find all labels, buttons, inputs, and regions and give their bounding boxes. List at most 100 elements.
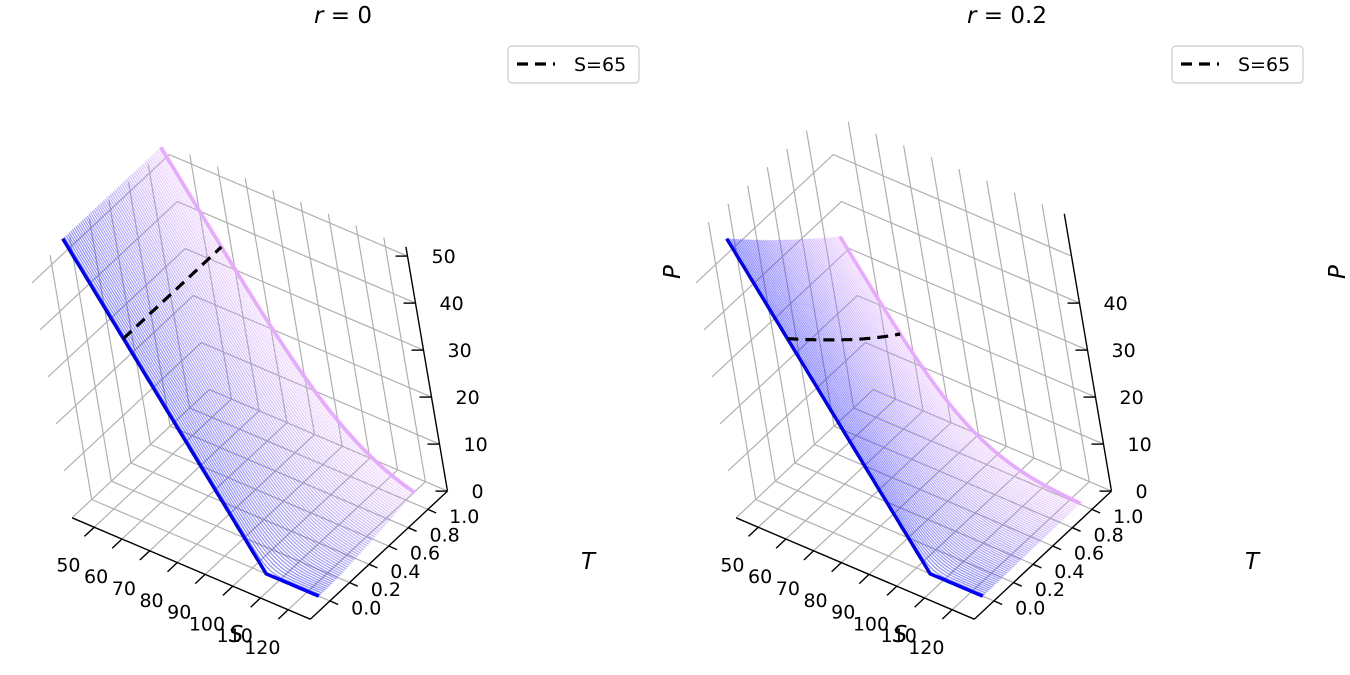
surface-line (790, 239, 1039, 544)
x-tick-label: 60 (748, 566, 772, 588)
surface-line (106, 197, 363, 552)
surface-line (766, 239, 1018, 565)
surface-line (760, 239, 1013, 569)
surface-line (779, 239, 1029, 554)
surface-line (816, 238, 1062, 523)
z-tick-label: 20 (1120, 387, 1144, 409)
chart-panel-right: r = 0.2 50607080901001101200.00.20.40.60… (695, 3, 1350, 659)
surface-line (124, 180, 381, 533)
payoff-line (725, 237, 984, 598)
surface-line (88, 213, 345, 572)
surface-line (65, 235, 323, 594)
surface-line (117, 186, 374, 540)
surface-line (828, 237, 1072, 514)
surface-line (143, 162, 400, 511)
surface-line (120, 183, 377, 536)
z-tick-label: 20 (456, 387, 480, 409)
surface-line (771, 239, 1023, 560)
x-tick-label: 110 (881, 625, 917, 647)
surface-line (125, 178, 382, 531)
surface-line (67, 233, 324, 593)
y-tick-label: 0.0 (1015, 597, 1045, 619)
chart-title: r = 0.2 (967, 3, 1047, 29)
surface-line (109, 194, 366, 549)
x-tick-label: 60 (84, 566, 108, 588)
surface-line (127, 177, 384, 529)
chart-title: r = 0 (314, 3, 372, 29)
surface-line (156, 149, 412, 497)
x-tick-label: 100 (189, 613, 225, 635)
y-tick-label: 0.6 (410, 543, 440, 565)
surface-line (83, 218, 341, 577)
surface-line (801, 238, 1049, 535)
z-tick-label: 50 (432, 246, 456, 268)
surface-line (138, 166, 395, 517)
z-tick-label: 10 (464, 434, 488, 456)
surface-line (129, 175, 385, 527)
y-tick-label: 0.2 (371, 579, 401, 601)
surface-line (150, 155, 406, 504)
grid (695, 121, 1112, 611)
surface-line (788, 239, 1037, 546)
surface-line (96, 206, 353, 563)
surface-line (785, 239, 1034, 549)
x-tick-label: 70 (776, 578, 800, 600)
surface-line (750, 239, 1005, 577)
surface-line (769, 239, 1021, 562)
z-tick-label: 10 (1128, 434, 1152, 456)
surface-line (134, 171, 390, 522)
surface-line (768, 239, 1019, 563)
surface-line (107, 195, 365, 551)
surface-line (835, 236, 1078, 508)
surface-line (781, 239, 1031, 552)
surface-line (135, 169, 392, 520)
surface-line (86, 215, 344, 573)
z-axis-label: P (1325, 265, 1350, 279)
legend: S=65 (1171, 45, 1304, 84)
z-tick-label: 30 (1112, 340, 1136, 362)
surface-line (792, 239, 1041, 543)
surface-line (796, 239, 1044, 540)
grid (31, 153, 448, 611)
surface-line (153, 152, 409, 501)
surface-line (140, 165, 397, 515)
surface-line (741, 239, 997, 585)
x-tick-label: 50 (56, 554, 80, 576)
z-tick-label: 30 (448, 340, 472, 362)
surface-line (754, 239, 1008, 574)
surface-line (94, 207, 352, 565)
maturity-line (159, 146, 416, 494)
surface-line (809, 238, 1055, 529)
surface-line (813, 238, 1059, 526)
y-tick-label: 0.6 (1074, 543, 1104, 565)
surface-line (155, 151, 411, 499)
surface-line (745, 239, 1000, 582)
surface-line (764, 239, 1016, 566)
y-tick-label: 1.0 (449, 506, 479, 528)
axes: 50607080901001101200.00.20.40.60.81.0010… (720, 213, 1152, 659)
surface-line (89, 212, 347, 570)
surface-line (800, 238, 1047, 537)
maturity-line (838, 235, 1082, 505)
x-tick-label: 70 (112, 578, 136, 600)
surface-line (148, 157, 404, 506)
x-tick-label: 80 (139, 590, 163, 612)
surface-line (826, 237, 1070, 515)
x-tick-label: 100 (853, 613, 889, 635)
legend: S=65 (507, 45, 640, 84)
y-tick-label: 0.8 (1094, 524, 1124, 546)
axes: 50607080901001101200.00.20.40.60.81.0010… (56, 246, 487, 659)
surface-line (729, 238, 987, 594)
surface-line (145, 160, 401, 510)
y-tick-label: 0.4 (1054, 561, 1084, 583)
surface-line (731, 238, 988, 593)
surface-line (102, 200, 360, 556)
legend-label: S=65 (574, 54, 626, 76)
surface-line (822, 237, 1067, 518)
surface-line (132, 172, 389, 524)
surface (725, 235, 1082, 598)
surface-line (824, 237, 1068, 517)
surface-line (158, 148, 414, 495)
surface-line (752, 239, 1006, 576)
